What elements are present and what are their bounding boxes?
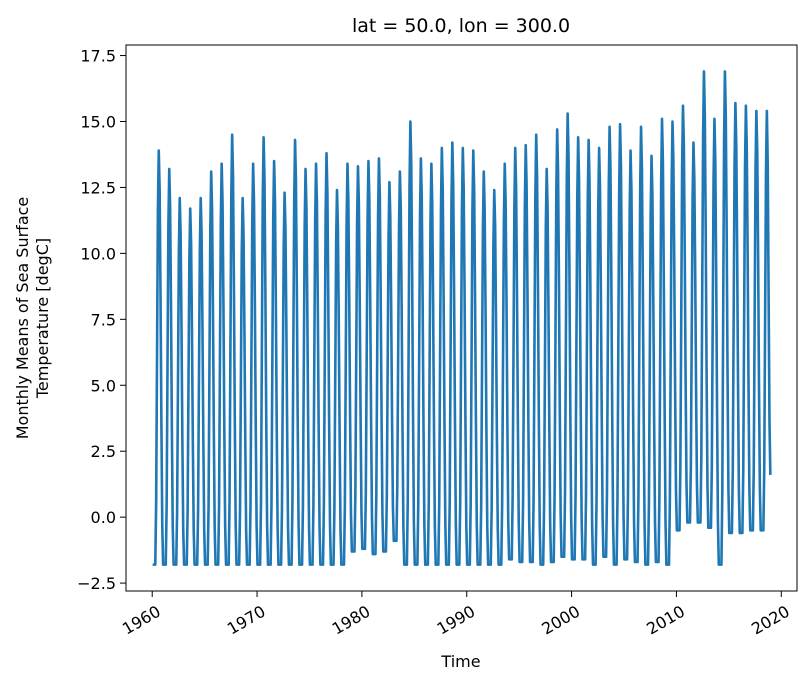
x-tick-label: 1960 — [119, 602, 164, 639]
x-axis-label: Time — [440, 652, 480, 671]
y-tick-label: 10.0 — [80, 244, 116, 263]
y-axis-label-line1: Monthly Means of Sea Surface — [13, 197, 32, 440]
x-tick-label: 2000 — [538, 602, 583, 639]
y-tick-label: 7.5 — [91, 310, 116, 329]
y-axis: −2.5 0.0 2.5 5.0 7.5 10.0 12.5 15.0 17.5 — [77, 47, 126, 593]
x-axis: 1960 1970 1980 1990 2000 2010 2020 — [119, 591, 793, 639]
x-tick-label: 1980 — [329, 602, 374, 639]
chart-title: lat = 50.0, lon = 300.0 — [352, 15, 570, 37]
y-tick-label: 12.5 — [80, 178, 116, 197]
x-tick-label: 2020 — [748, 602, 793, 639]
y-tick-label: 17.5 — [80, 47, 116, 66]
y-tick-label: 0.0 — [91, 508, 116, 527]
x-tick-label: 1990 — [434, 602, 479, 639]
x-tick-label: 1970 — [224, 602, 269, 639]
plot-frame — [125, 44, 798, 592]
x-tick-label: 2010 — [643, 602, 688, 639]
y-tick-label: 5.0 — [91, 376, 116, 395]
y-tick-label: 15.0 — [80, 112, 116, 131]
y-tick-label: 2.5 — [91, 442, 116, 461]
y-axis-label-line2: Temperature [degC] — [33, 238, 52, 399]
y-tick-label: −2.5 — [77, 574, 116, 593]
series-line-sst — [152, 70, 772, 566]
